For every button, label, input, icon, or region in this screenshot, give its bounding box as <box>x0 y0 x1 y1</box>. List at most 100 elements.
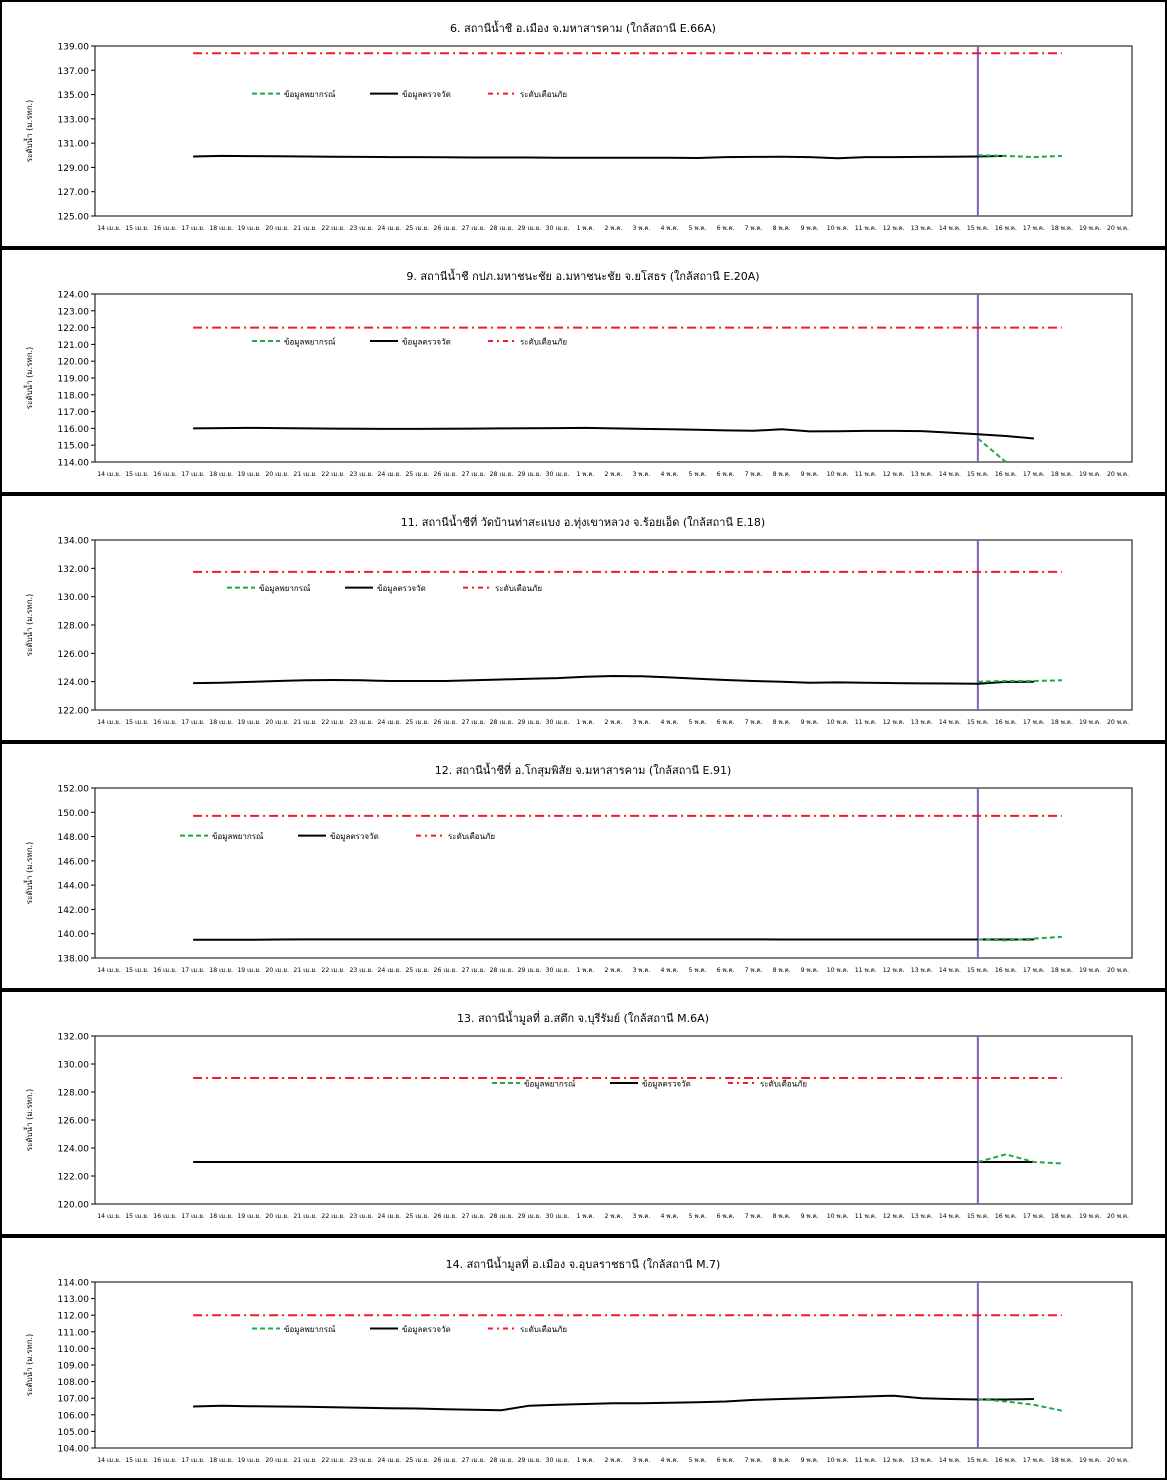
x-tick-label: 22 เม.ย. <box>321 471 345 478</box>
x-tick-label: 30 เม.ย. <box>546 967 570 974</box>
x-tick-label: 19 เม.ย. <box>237 719 261 726</box>
x-tick-label: 23 เม.ย. <box>349 1457 373 1464</box>
x-tick-label: 14 พ.ค. <box>939 1213 961 1220</box>
y-tick-label: 132.00 <box>58 565 90 575</box>
x-tick-label: 25 เม.ย. <box>406 471 430 478</box>
x-tick-label: 19 เม.ย. <box>237 1457 261 1464</box>
x-tick-label: 17 พ.ค. <box>1023 471 1045 478</box>
x-tick-label: 27 เม.ย. <box>462 967 486 974</box>
x-tick-label: 18 เม.ย. <box>209 967 233 974</box>
y-tick-label: 114.00 <box>58 459 90 469</box>
x-tick-label: 27 เม.ย. <box>462 719 486 726</box>
legend-label-warning: ระดับเตือนภัย <box>520 1325 567 1334</box>
x-tick-label: 15 พ.ค. <box>967 225 989 232</box>
x-tick-label: 10 พ.ค. <box>827 967 849 974</box>
x-tick-label: 1 พ.ค. <box>576 1213 594 1220</box>
x-tick-label: 4 พ.ค. <box>661 471 679 478</box>
x-tick-label: 8 พ.ค. <box>773 1457 791 1464</box>
x-tick-label: 2 พ.ค. <box>604 225 622 232</box>
x-tick-label: 18 เม.ย. <box>209 1457 233 1464</box>
x-tick-label: 19 พ.ค. <box>1079 719 1101 726</box>
x-tick-label: 19 พ.ค. <box>1079 1213 1101 1220</box>
x-tick-label: 19 พ.ค. <box>1079 225 1101 232</box>
x-tick-label: 6 พ.ค. <box>717 471 735 478</box>
x-tick-label: 19 เม.ย. <box>237 1213 261 1220</box>
x-tick-label: 5 พ.ค. <box>689 967 707 974</box>
x-tick-label: 12 พ.ค. <box>883 471 905 478</box>
x-tick-label: 26 เม.ย. <box>434 719 458 726</box>
x-tick-label: 15 พ.ค. <box>967 719 989 726</box>
y-tick-label: 108.00 <box>58 1378 90 1388</box>
x-tick-label: 21 เม.ย. <box>293 719 317 726</box>
series-forecast <box>978 680 1062 681</box>
legend-label-forecast: ข้อมูลพยากรณ์ <box>524 1079 576 1090</box>
x-tick-label: 30 เม.ย. <box>546 719 570 726</box>
x-tick-label: 26 เม.ย. <box>434 225 458 232</box>
x-tick-label: 22 เม.ย. <box>321 719 345 726</box>
chart-panel-2: 9. สถานีน้ำชี กปภ.มหาชนะชัย อ.มหาชนะชัย … <box>0 248 1167 494</box>
y-axis-label: ระดับน้ำ (ม.รทก.) <box>23 842 34 904</box>
x-tick-label: 5 พ.ค. <box>689 719 707 726</box>
x-tick-label: 2 พ.ค. <box>604 967 622 974</box>
x-tick-label: 11 พ.ค. <box>855 967 877 974</box>
chart-panel-4: 12. สถานีน้ำชีที่ อ.โกสุมพิสัย จ.มหาสารค… <box>0 742 1167 990</box>
y-tick-label: 129.00 <box>58 164 90 174</box>
x-tick-label: 21 เม.ย. <box>293 225 317 232</box>
x-tick-label: 23 เม.ย. <box>349 967 373 974</box>
x-tick-label: 13 พ.ค. <box>911 719 933 726</box>
legend-label-observed: ข้อมูลตรวจวัด <box>377 584 426 594</box>
y-tick-label: 121.00 <box>58 341 90 351</box>
y-tick-label: 148.00 <box>58 833 90 843</box>
y-tick-label: 106.00 <box>58 1411 90 1421</box>
y-tick-label: 104.00 <box>58 1445 90 1455</box>
x-tick-label: 14 พ.ค. <box>939 225 961 232</box>
y-tick-label: 105.00 <box>58 1428 90 1438</box>
x-tick-label: 17 พ.ค. <box>1023 1213 1045 1220</box>
x-tick-label: 13 พ.ค. <box>911 967 933 974</box>
x-tick-label: 18 พ.ค. <box>1051 967 1073 974</box>
x-tick-label: 9 พ.ค. <box>801 967 819 974</box>
y-tick-label: 122.00 <box>58 1173 90 1183</box>
x-tick-label: 18 เม.ย. <box>209 471 233 478</box>
x-tick-label: 16 เม.ย. <box>153 471 177 478</box>
chart-svg-2: 9. สถานีน้ำชี กปภ.มหาชนะชัย อ.มหาชนะชัย … <box>2 250 1165 492</box>
y-tick-label: 126.00 <box>58 650 90 660</box>
y-axis-label: ระดับน้ำ (ม.รทก.) <box>23 594 34 656</box>
x-tick-label: 26 เม.ย. <box>434 1457 458 1464</box>
x-tick-label: 1 พ.ค. <box>576 719 594 726</box>
x-tick-label: 14 พ.ค. <box>939 1457 961 1464</box>
x-tick-label: 4 พ.ค. <box>661 967 679 974</box>
x-tick-label: 18 พ.ค. <box>1051 1457 1073 1464</box>
x-tick-label: 19 เม.ย. <box>237 225 261 232</box>
y-tick-label: 133.00 <box>58 115 90 125</box>
x-tick-label: 16 เม.ย. <box>153 967 177 974</box>
x-tick-label: 17 พ.ค. <box>1023 1457 1045 1464</box>
x-tick-label: 27 เม.ย. <box>462 1213 486 1220</box>
y-tick-label: 110.00 <box>58 1345 90 1355</box>
chart-title: 14. สถานีน้ำมูลที่ อ.เมือง จ.อุบลราชธานี… <box>446 1256 721 1271</box>
plot-area <box>95 46 1132 216</box>
x-tick-label: 18 พ.ค. <box>1051 225 1073 232</box>
chart-svg-3: 11. สถานีน้ำชีที่ วัดบ้านท่าสะแบง อ.ทุ่ง… <box>2 496 1165 740</box>
x-tick-label: 15 เม.ย. <box>125 719 149 726</box>
legend-label-warning: ระดับเตือนภัย <box>760 1080 807 1089</box>
x-tick-label: 15 พ.ค. <box>967 1213 989 1220</box>
x-tick-label: 15 เม.ย. <box>125 471 149 478</box>
x-tick-label: 19 พ.ค. <box>1079 967 1101 974</box>
x-tick-label: 24 เม.ย. <box>377 225 401 232</box>
x-tick-label: 16 เม.ย. <box>153 719 177 726</box>
chart-title: 11. สถานีน้ำชีที่ วัดบ้านท่าสะแบง อ.ทุ่ง… <box>401 514 765 529</box>
y-tick-label: 135.00 <box>58 91 90 101</box>
y-tick-label: 116.00 <box>58 425 90 435</box>
chart-title: 6. สถานีน้ำชี อ.เมือง จ.มหาสารคาม (ใกล้ส… <box>450 20 716 35</box>
x-tick-label: 21 เม.ย. <box>293 1213 317 1220</box>
y-tick-label: 144.00 <box>58 882 90 892</box>
y-tick-label: 119.00 <box>58 375 90 385</box>
y-tick-label: 130.00 <box>58 1061 90 1071</box>
x-tick-label: 20 เม.ย. <box>265 719 289 726</box>
x-tick-label: 18 พ.ค. <box>1051 1213 1073 1220</box>
legend-label-observed: ข้อมูลตรวจวัด <box>402 1325 451 1335</box>
chart-panel-3: 11. สถานีน้ำชีที่ วัดบ้านท่าสะแบง อ.ทุ่ง… <box>0 494 1167 742</box>
x-tick-label: 11 พ.ค. <box>855 719 877 726</box>
x-tick-label: 27 เม.ย. <box>462 471 486 478</box>
